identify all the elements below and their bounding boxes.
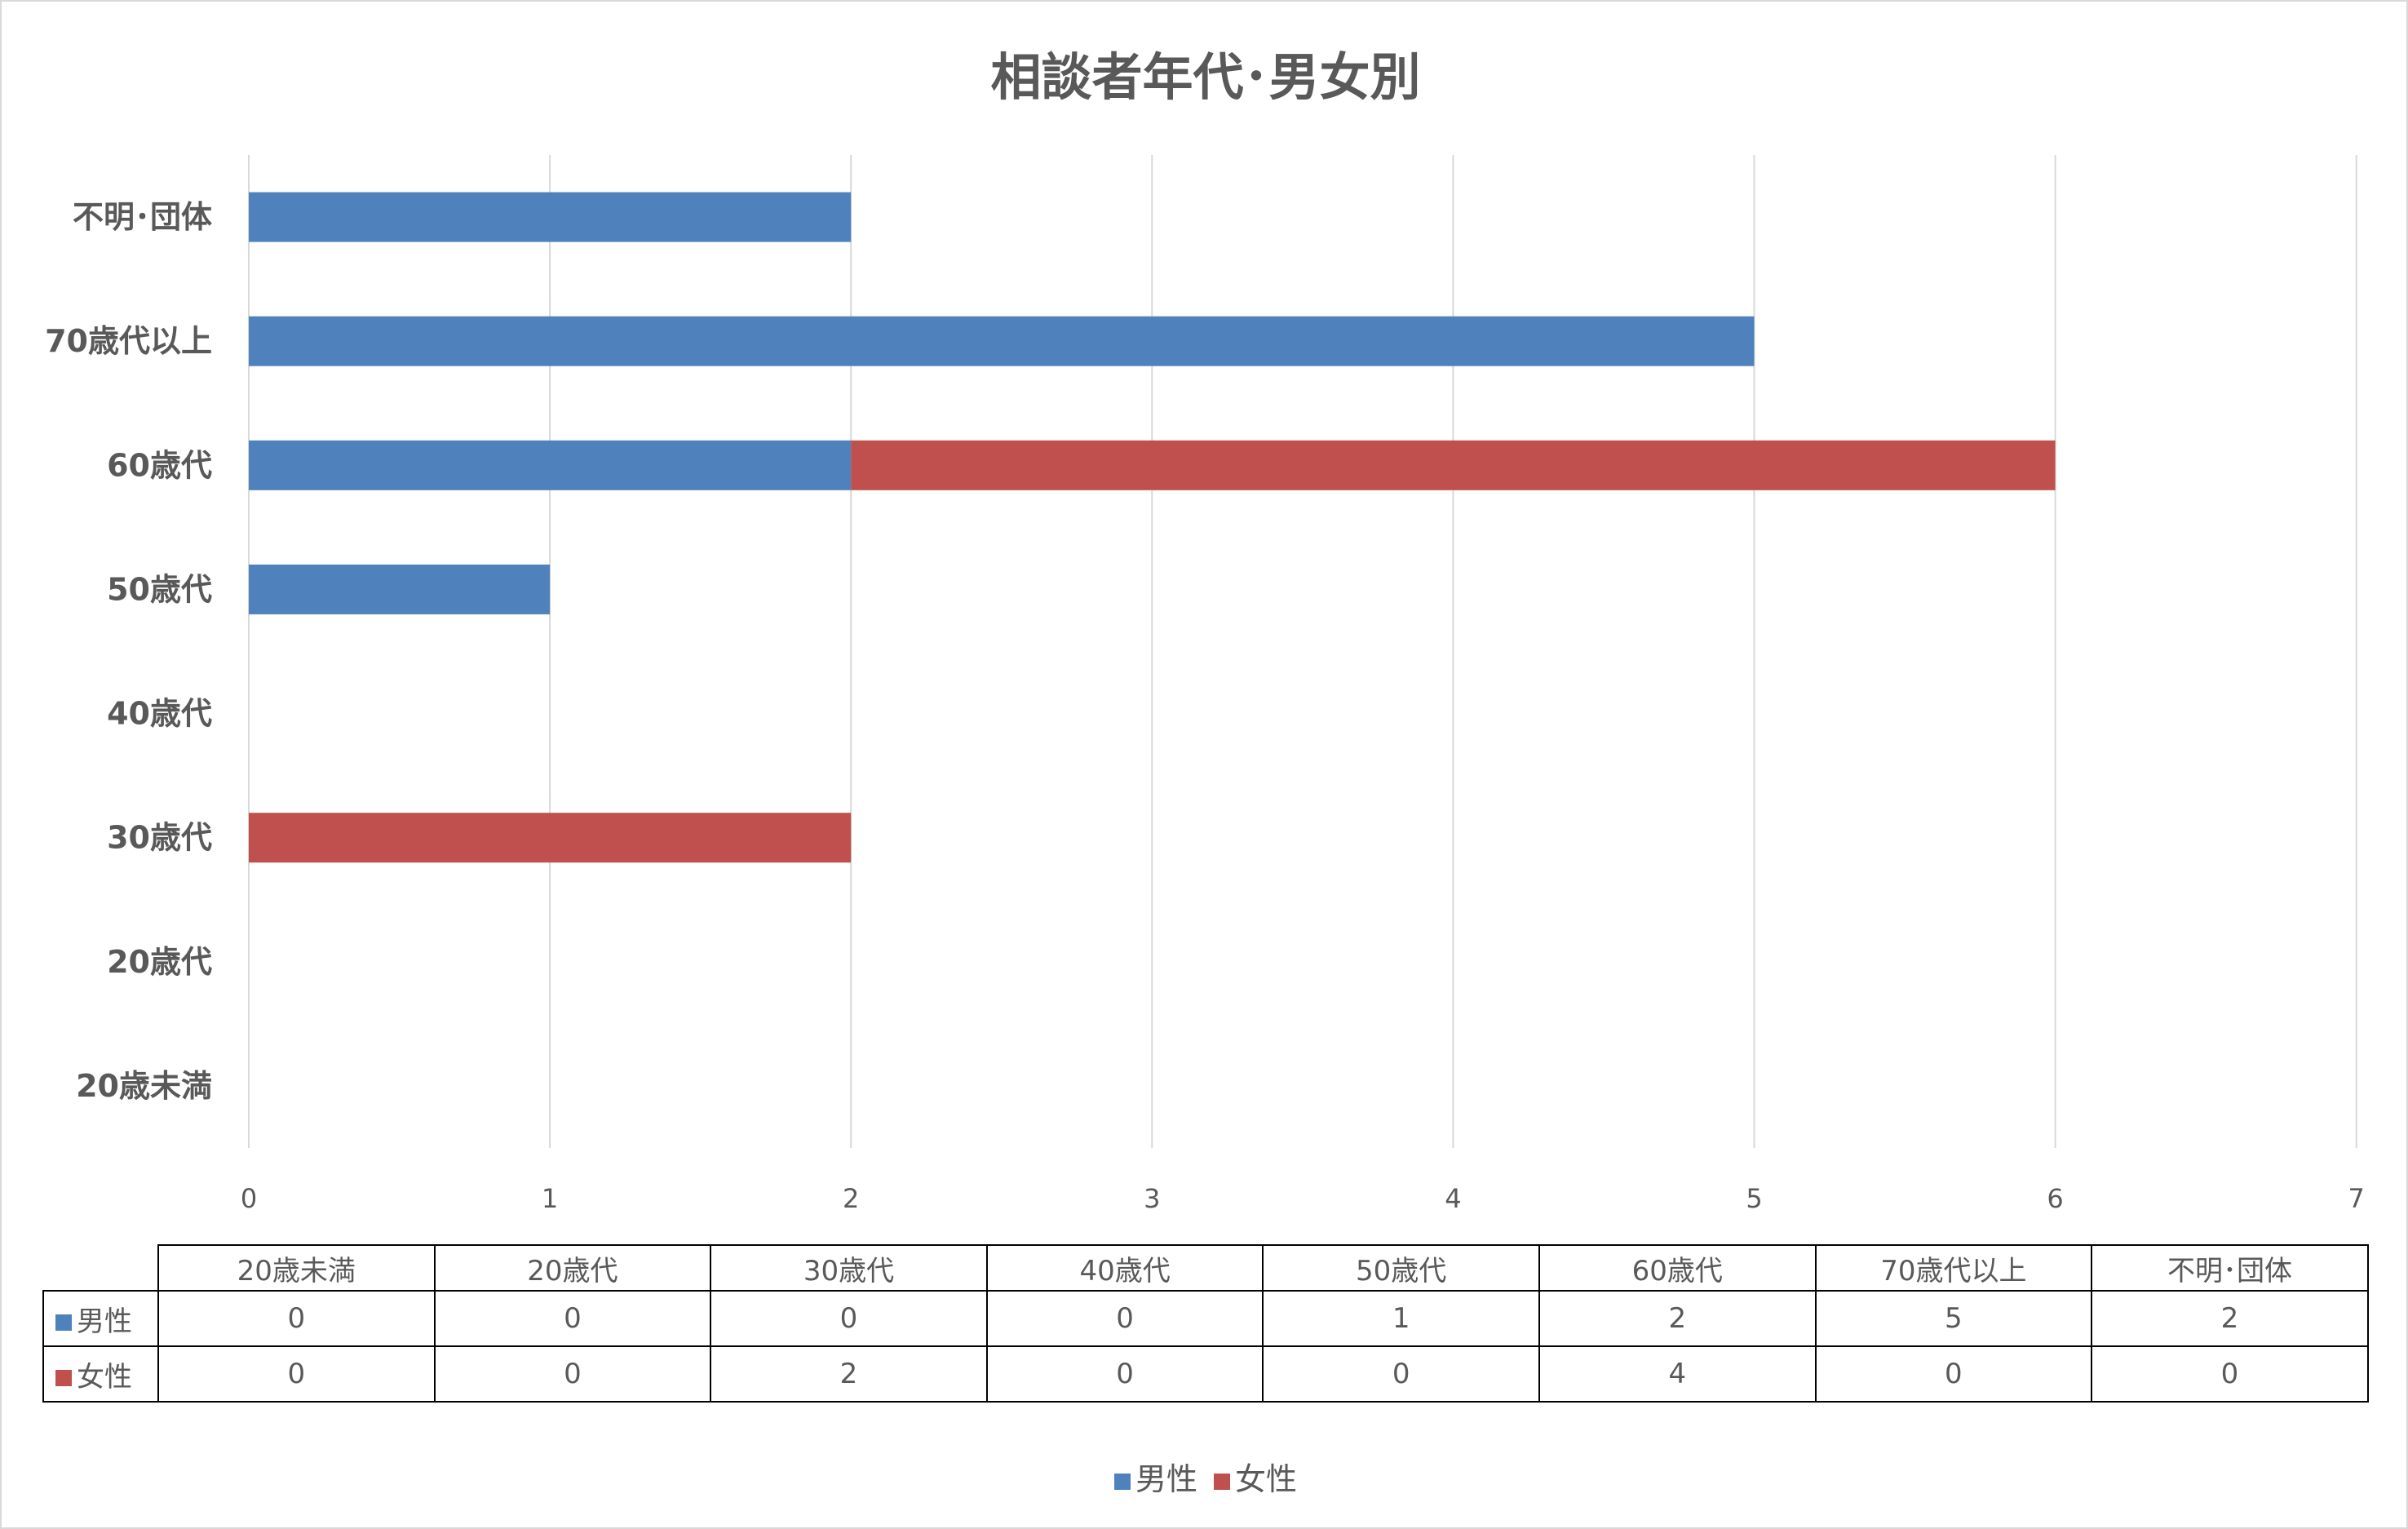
table-cell: 2 — [1538, 1290, 1817, 1347]
table-cell: 0 — [985, 1290, 1264, 1347]
legend: 男性 女性 — [2, 1454, 2408, 1499]
x-tick-label: 6 — [2047, 1183, 2063, 1214]
table-header-cell: 60歳代 — [1538, 1244, 1817, 1292]
data-table: 20歳未満 20歳代 30歳代 40歳代 50歳代 60歳代 70歳代以上 不明･団体 男性 0 0… — [42, 1244, 2369, 1403]
category-label: 20歳未満 — [76, 1068, 212, 1104]
legend-swatch — [1113, 1473, 1131, 1490]
table-row: 女性 0 0 2 0 0 4 0 0 — [42, 1345, 2369, 1403]
table-cell: 5 — [1814, 1290, 2093, 1347]
bar — [851, 440, 2056, 490]
x-tick-label: 7 — [2348, 1183, 2365, 1214]
table-row: 男性 0 0 0 0 1 2 5 2 — [42, 1290, 2369, 1347]
table-cell: 0 — [1814, 1345, 2093, 1403]
table-header-cell: 不明･団体 — [2091, 1244, 2369, 1292]
category-label: 20歳代 — [107, 944, 212, 980]
category-label: 50歳代 — [107, 571, 212, 607]
legend-item: 女性 — [1214, 1454, 1297, 1499]
table-header-cell: 30歳代 — [710, 1244, 988, 1292]
bar — [249, 440, 852, 490]
table-cell: 0 — [1262, 1345, 1540, 1403]
x-tick-label: 4 — [1445, 1183, 1461, 1214]
table-cell: 4 — [1538, 1345, 1817, 1403]
table-header-cell: 50歳代 — [1262, 1244, 1540, 1292]
category-label: 70歳代以上 — [45, 323, 212, 359]
table-cell: 0 — [433, 1290, 712, 1347]
table-header-cell: 20歳代 — [433, 1244, 712, 1292]
table-header-cell: 40歳代 — [985, 1244, 1264, 1292]
category-label: 60歳代 — [107, 447, 212, 483]
x-tick-label: 1 — [542, 1183, 558, 1214]
table-cell: 0 — [2091, 1345, 2369, 1403]
table-cell: 1 — [1262, 1290, 1540, 1347]
x-tick-label: 5 — [1746, 1183, 1762, 1214]
table-cell: 2 — [2091, 1290, 2369, 1347]
table-cell: 0 — [433, 1345, 712, 1403]
table-header-cell: 20歳未満 — [157, 1244, 436, 1292]
bar — [249, 564, 551, 614]
legend-label: 女性 — [1235, 1461, 1298, 1497]
table-header-cell: 70歳代以上 — [1814, 1244, 2093, 1292]
chart-title: 相談者年代･男女別 — [990, 47, 1421, 107]
category-label: 不明･団体 — [73, 199, 212, 235]
table-row-head: 女性 — [42, 1345, 159, 1403]
table-cell: 0 — [985, 1345, 1264, 1403]
table-cell: 2 — [710, 1345, 988, 1403]
legend-label: 男性 — [1135, 1461, 1197, 1497]
series-swatch — [55, 1314, 72, 1331]
table-row-head: 男性 — [42, 1290, 159, 1347]
table-cell: 0 — [157, 1290, 436, 1347]
bar — [249, 813, 852, 863]
legend-swatch — [1214, 1473, 1230, 1490]
category-label: 40歳代 — [107, 696, 212, 732]
series-name: 女性 — [77, 1360, 132, 1394]
series-swatch — [55, 1370, 72, 1386]
bar — [249, 316, 1755, 366]
table-cell: 0 — [710, 1290, 988, 1347]
legend-item: 男性 — [1113, 1454, 1197, 1499]
bar — [249, 192, 852, 242]
x-tick-label: 3 — [1144, 1183, 1160, 1214]
plot-area: 20歳未満 20歳代 30歳代 40歳代 50歳代 60歳代 70歳代以上 不明･団体 0 1 2… — [45, 155, 2365, 1214]
x-tick-label: 2 — [843, 1183, 859, 1214]
series-name: 男性 — [77, 1305, 132, 1338]
x-tick-label: 0 — [241, 1183, 257, 1214]
table-cell: 0 — [157, 1345, 436, 1403]
category-label: 30歳代 — [107, 820, 212, 856]
table-corner — [43, 1245, 159, 1292]
